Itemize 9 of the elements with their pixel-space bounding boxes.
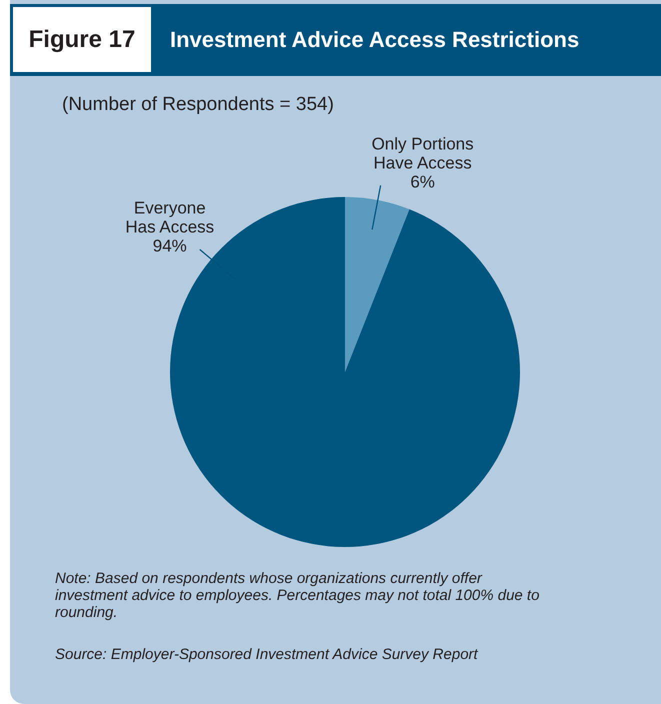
chart-title: Investment Advice Access Restrictions (170, 26, 580, 54)
chart-subtitle: (Number of Respondents = 354) (62, 94, 334, 116)
source-note: Source: Employer-Sponsored Investment Advice Survey Report (55, 646, 478, 663)
caption: Figure 17 (13, 7, 151, 72)
text: Note: Based on respondents whose organizations currently offer investment advice to employees. Percentages may not total 100% due to rounding. (55, 570, 540, 621)
slice-label: Everyone Has Access (125, 198, 214, 236)
slice-label: Only Portions Have Access (372, 134, 474, 172)
data-label: 6% (410, 172, 435, 192)
data-label: 94% (152, 236, 187, 256)
